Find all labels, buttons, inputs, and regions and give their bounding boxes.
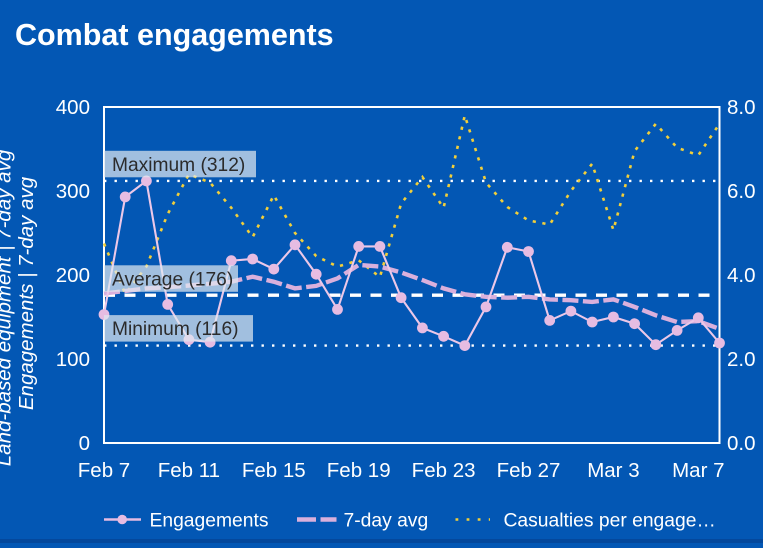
svg-text:100: 100: [56, 348, 90, 371]
svg-text:Engagements: Engagements: [150, 511, 269, 532]
svg-text:0.0: 0.0: [727, 432, 756, 455]
svg-text:Minimum (116): Minimum (116): [112, 319, 239, 340]
svg-text:300: 300: [56, 180, 90, 203]
svg-text:8.0: 8.0: [727, 96, 756, 119]
svg-text:Mar 7: Mar 7: [672, 459, 724, 482]
svg-text:Engagements | 7-day avg: Engagements | 7-day avg: [15, 176, 38, 410]
svg-text:0: 0: [79, 432, 90, 455]
svg-text:200: 200: [56, 264, 90, 287]
svg-text:Feb 23: Feb 23: [412, 459, 476, 482]
svg-text:Feb 11: Feb 11: [158, 459, 220, 482]
svg-text:6.0: 6.0: [727, 180, 756, 203]
svg-text:4.0: 4.0: [727, 264, 756, 287]
svg-text:Feb 27: Feb 27: [497, 459, 561, 482]
svg-text:7-day avg: 7-day avg: [344, 511, 429, 532]
svg-text:Average (176): Average (176): [112, 269, 233, 290]
svg-text:Combat engagements: Combat engagements: [15, 18, 334, 52]
svg-text:2.0: 2.0: [727, 348, 756, 371]
svg-text:Mar 3: Mar 3: [587, 459, 639, 482]
svg-text:Land-based equipment | 7-day a: Land-based equipment | 7-day avg: [0, 149, 16, 466]
svg-text:Casualties per engage…: Casualties per engage…: [504, 511, 716, 532]
svg-text:400: 400: [56, 96, 90, 119]
svg-text:Feb 19: Feb 19: [327, 459, 391, 482]
svg-text:Maximum (312): Maximum (312): [112, 155, 245, 176]
svg-text:Feb 15: Feb 15: [242, 459, 306, 482]
svg-text:Feb 7: Feb 7: [78, 459, 130, 482]
